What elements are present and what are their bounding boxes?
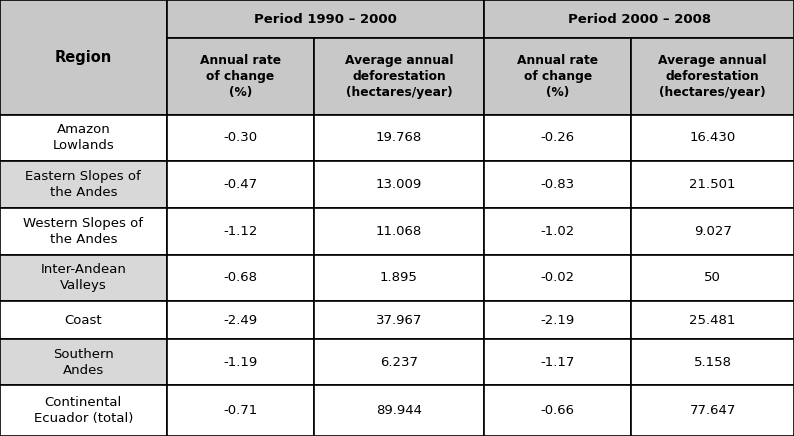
Text: 13.009: 13.009: [376, 178, 422, 191]
Text: -0.47: -0.47: [223, 178, 257, 191]
Bar: [631, 208, 794, 255]
Bar: [631, 255, 794, 301]
Bar: [484, 161, 631, 208]
Text: -0.02: -0.02: [541, 272, 575, 284]
Bar: [167, 255, 314, 301]
Bar: [167, 161, 314, 208]
Bar: [484, 38, 631, 115]
Text: -2.19: -2.19: [541, 313, 575, 327]
Text: -0.26: -0.26: [541, 132, 575, 144]
Text: 37.967: 37.967: [376, 313, 422, 327]
Bar: [167, 0, 484, 38]
Bar: [631, 38, 794, 115]
Bar: [167, 38, 314, 115]
Text: Inter-Andean
Valleys: Inter-Andean Valleys: [40, 263, 126, 293]
Text: 25.481: 25.481: [689, 313, 736, 327]
Text: Western Slopes of
the Andes: Western Slopes of the Andes: [23, 217, 144, 246]
Text: 21.501: 21.501: [689, 178, 736, 191]
Bar: [0, 208, 167, 255]
Bar: [314, 339, 484, 385]
Bar: [0, 301, 167, 339]
Bar: [631, 339, 794, 385]
Text: Average annual
deforestation
(hectares/year): Average annual deforestation (hectares/y…: [658, 54, 767, 99]
Bar: [167, 301, 314, 339]
Text: -0.68: -0.68: [223, 272, 257, 284]
Text: -0.71: -0.71: [223, 404, 257, 417]
Bar: [167, 115, 314, 161]
Bar: [314, 161, 484, 208]
Bar: [0, 115, 167, 161]
Bar: [631, 161, 794, 208]
Text: Annual rate
of change
(%): Annual rate of change (%): [199, 54, 281, 99]
Text: 5.158: 5.158: [694, 356, 731, 368]
Bar: [484, 301, 631, 339]
Bar: [484, 208, 631, 255]
Bar: [167, 208, 314, 255]
Text: 77.647: 77.647: [689, 404, 736, 417]
Bar: [484, 339, 631, 385]
Text: Southern
Andes: Southern Andes: [53, 347, 114, 377]
Text: 89.944: 89.944: [376, 404, 422, 417]
Bar: [0, 339, 167, 385]
Text: 1.895: 1.895: [380, 272, 418, 284]
Bar: [0, 161, 167, 208]
Bar: [631, 385, 794, 436]
Bar: [631, 115, 794, 161]
Text: Average annual
deforestation
(hectares/year): Average annual deforestation (hectares/y…: [345, 54, 453, 99]
Bar: [314, 208, 484, 255]
Text: Eastern Slopes of
the Andes: Eastern Slopes of the Andes: [25, 170, 141, 199]
Text: -1.02: -1.02: [541, 225, 575, 238]
Text: Period 2000 – 2008: Period 2000 – 2008: [568, 13, 711, 26]
Bar: [484, 0, 794, 38]
Text: -0.30: -0.30: [223, 132, 257, 144]
Bar: [484, 255, 631, 301]
Bar: [631, 301, 794, 339]
Text: Coast: Coast: [64, 313, 102, 327]
Text: -2.49: -2.49: [223, 313, 257, 327]
Text: Amazon
Lowlands: Amazon Lowlands: [52, 123, 114, 153]
Bar: [484, 385, 631, 436]
Text: 50: 50: [704, 272, 721, 284]
Text: Annual rate
of change
(%): Annual rate of change (%): [517, 54, 599, 99]
Text: 6.237: 6.237: [380, 356, 418, 368]
Text: -0.83: -0.83: [541, 178, 575, 191]
Bar: [484, 115, 631, 161]
Text: -1.17: -1.17: [541, 356, 575, 368]
Bar: [0, 255, 167, 301]
Bar: [167, 339, 314, 385]
Bar: [314, 38, 484, 115]
Bar: [0, 385, 167, 436]
Text: -0.66: -0.66: [541, 404, 575, 417]
Text: -1.12: -1.12: [223, 225, 257, 238]
Text: 16.430: 16.430: [689, 132, 736, 144]
Bar: [314, 255, 484, 301]
Bar: [0, 0, 167, 115]
Text: Region: Region: [55, 50, 112, 65]
Bar: [167, 385, 314, 436]
Bar: [314, 115, 484, 161]
Bar: [314, 301, 484, 339]
Text: 19.768: 19.768: [376, 132, 422, 144]
Text: Continental
Ecuador (total): Continental Ecuador (total): [33, 396, 133, 425]
Text: 11.068: 11.068: [376, 225, 422, 238]
Bar: [314, 385, 484, 436]
Text: 9.027: 9.027: [694, 225, 731, 238]
Text: Period 1990 – 2000: Period 1990 – 2000: [254, 13, 397, 26]
Text: -1.19: -1.19: [223, 356, 257, 368]
